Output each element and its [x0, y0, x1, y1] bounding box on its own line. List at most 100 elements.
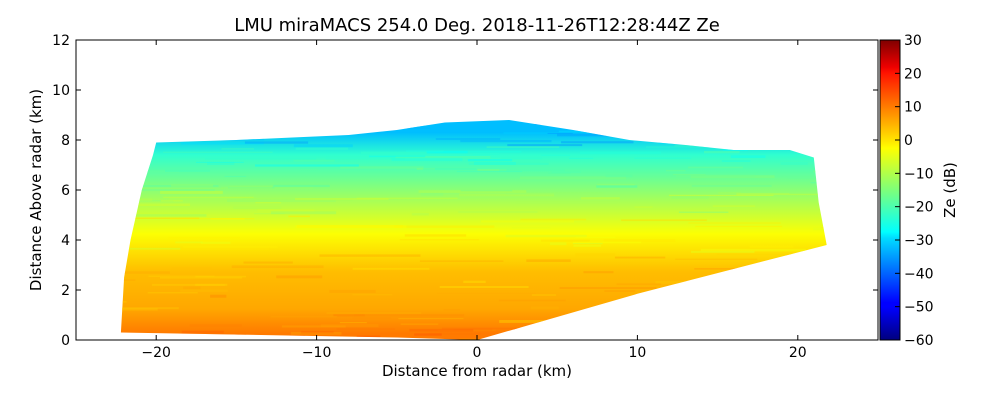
echo-streak — [320, 324, 379, 328]
echo-streak — [293, 159, 335, 162]
echo-streak — [702, 336, 782, 339]
echo-streak — [120, 200, 174, 202]
echo-streak — [514, 337, 563, 340]
echo-streak — [87, 156, 106, 159]
echo-streak — [530, 306, 559, 310]
echo-streak — [295, 225, 407, 229]
echo-streak — [369, 155, 426, 158]
echo-streak — [787, 176, 827, 179]
echo-streak — [559, 287, 657, 289]
echo-streak — [82, 266, 100, 268]
echo-streak — [165, 169, 210, 172]
echo-streak — [340, 166, 424, 169]
echo-streak — [669, 318, 715, 321]
y-axis: 0 2 4 6 8 10 12 — [52, 33, 878, 349]
echo-streak — [120, 337, 153, 340]
echo-streak — [228, 187, 275, 189]
echo-streak — [411, 212, 429, 216]
x-axis-label: Distance from radar (km) — [382, 362, 572, 380]
echo-streak — [243, 261, 293, 264]
echo-streak — [572, 241, 642, 244]
echo-streak — [339, 322, 367, 324]
y-tick-label: 8 — [61, 133, 70, 149]
echo-streak — [829, 199, 854, 202]
echo-streak — [120, 190, 139, 193]
echo-streak — [634, 206, 653, 208]
x-tick-label: −10 — [302, 345, 332, 361]
echo-streak — [676, 174, 756, 178]
echo-streak — [422, 168, 477, 170]
colorbar-tick-label: 0 — [904, 133, 913, 149]
echo-streak — [498, 299, 566, 302]
echo-streak — [788, 193, 827, 196]
echo-streak — [416, 168, 435, 170]
echo-streak — [120, 337, 223, 339]
echo-streak — [168, 236, 240, 239]
echo-streak — [819, 327, 827, 331]
echo-streak — [120, 124, 151, 127]
y-tick-label: 2 — [61, 283, 70, 299]
echo-streak — [659, 125, 702, 128]
echo-streak — [671, 196, 709, 199]
echo-streak — [821, 158, 827, 160]
echo-streak — [242, 198, 353, 201]
echo-streak — [503, 132, 593, 135]
echo-streak — [678, 335, 770, 337]
echo-streak — [295, 147, 349, 150]
echo-streak — [674, 145, 779, 147]
echo-streak — [148, 275, 215, 277]
echo-streak — [557, 133, 664, 137]
echo-streak — [596, 185, 638, 188]
echo-streak — [669, 194, 774, 196]
echo-streak — [701, 281, 785, 285]
echo-streak — [643, 297, 687, 300]
echo-streak — [712, 338, 815, 340]
echo-streak — [507, 144, 583, 147]
echo-streak — [694, 268, 804, 270]
echo-streak — [196, 161, 244, 163]
colorbar-tick-label: 20 — [904, 66, 922, 82]
echo-streak — [183, 246, 278, 248]
echo-streak — [120, 136, 136, 139]
echo-streak — [780, 162, 808, 165]
echo-streak — [135, 198, 153, 201]
echo-streak — [818, 172, 827, 175]
echo-streak — [181, 330, 224, 334]
echo-streak — [263, 121, 356, 124]
chart-title: LMU miraMACS 254.0 Deg. 2018-11-26T12:28… — [234, 15, 720, 36]
echo-streak — [406, 150, 444, 152]
echo-streak — [531, 294, 557, 296]
echo-streak — [227, 199, 336, 202]
echo-streak — [561, 141, 634, 144]
echo-streak — [843, 334, 877, 336]
echo-streak — [458, 211, 538, 213]
echo-streak — [573, 244, 601, 247]
echo-streak — [288, 215, 310, 218]
echo-streak — [436, 292, 536, 294]
echo-streak — [819, 136, 827, 139]
echo-streak — [419, 260, 504, 262]
echo-streak — [688, 136, 781, 139]
echo-streak — [281, 325, 346, 328]
echo-streak — [270, 211, 337, 215]
echo-streak — [260, 335, 306, 337]
echo-streak — [656, 322, 730, 325]
echo-streak — [856, 247, 880, 248]
echo-streak — [770, 272, 797, 275]
echo-streak — [459, 193, 555, 197]
echo-streak — [721, 160, 751, 162]
echo-streak — [573, 124, 678, 126]
echo-streak — [255, 164, 359, 167]
echo-streak — [205, 157, 317, 160]
echo-streak — [252, 120, 308, 123]
echo-streak — [120, 170, 180, 173]
echo-streak — [550, 242, 567, 246]
echo-streak — [120, 189, 215, 191]
echo-streak — [672, 174, 706, 176]
echo-streak — [120, 217, 200, 219]
echo-streak — [723, 147, 748, 151]
echo-streak — [456, 170, 523, 173]
echo-streak — [580, 151, 661, 155]
x-tick-label: −20 — [141, 345, 171, 361]
echo-streak — [399, 239, 480, 241]
